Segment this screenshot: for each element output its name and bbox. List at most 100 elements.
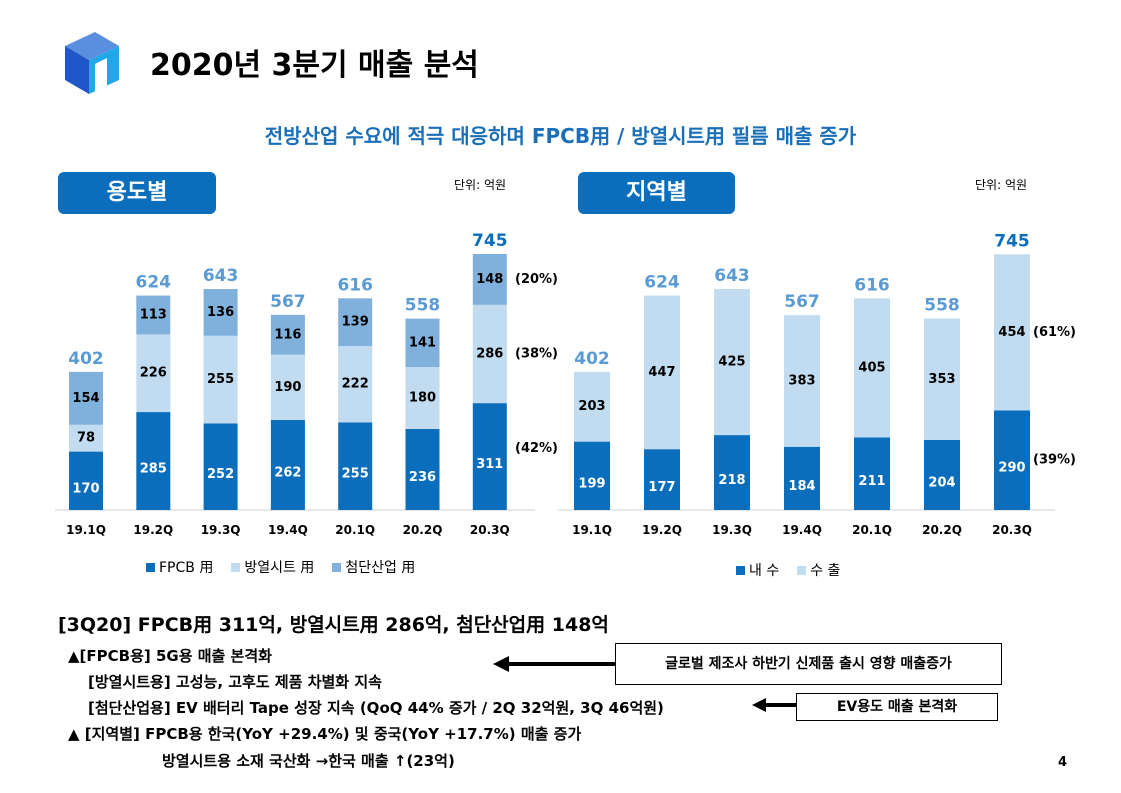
- share-label: (20%): [515, 272, 558, 287]
- bar-segment: [338, 422, 373, 510]
- x-tick-label: 19.3Q: [712, 523, 752, 537]
- bar-segment: [784, 315, 820, 447]
- bar-value-label: 262: [274, 465, 301, 480]
- x-tick-label: 20.2Q: [922, 523, 962, 537]
- bar-value-label: 139: [342, 315, 369, 330]
- x-tick-label: 19.4Q: [782, 523, 822, 537]
- bar-value-label: 211: [858, 474, 885, 489]
- bar-value-label: 170: [72, 481, 99, 496]
- bar-segment: [270, 419, 305, 510]
- bar-segment: [338, 346, 373, 423]
- summary-line-1: ▲[FPCB용] 5G용 매출 본격화: [68, 647, 272, 665]
- bar-value-label: 190: [274, 380, 301, 395]
- bar-segment: [714, 289, 750, 436]
- legend-label-domestic: 내 수: [749, 563, 780, 579]
- bar-segment: [136, 295, 171, 335]
- bar-value-label: 141: [409, 335, 436, 350]
- bar-total-label: 567: [270, 292, 306, 312]
- bar-segment: [574, 371, 610, 442]
- bar-segment: [472, 403, 507, 510]
- bar-value-label: 353: [928, 372, 955, 387]
- left-arrow-icon-2: [752, 698, 796, 712]
- bar-segment: [338, 298, 373, 347]
- share-label: (38%): [515, 346, 558, 361]
- x-tick-label: 20.1Q: [852, 523, 892, 537]
- summary-line-5: 방열시트용 소재 국산화 →한국 매출 ↑(23억): [162, 752, 455, 770]
- bar-segment: [924, 439, 960, 510]
- x-tick-label: 19.4Q: [268, 523, 308, 537]
- x-tick-label: 19.3Q: [201, 523, 241, 537]
- bar-total-label: 616: [854, 275, 890, 295]
- bar-value-label: 222: [342, 377, 369, 392]
- chart-region-unit: 단위: 억원: [975, 178, 1028, 192]
- legend-swatch-domestic: [736, 565, 745, 575]
- chart-region-title: 지역별: [578, 172, 735, 214]
- bar-segment: [472, 254, 507, 305]
- bar-total-label: 643: [714, 266, 750, 286]
- bar-value-label: 180: [409, 390, 436, 405]
- bar-segment: [644, 449, 680, 510]
- bar-value-label: 116: [274, 327, 301, 342]
- summary-line-3: [첨단산업용] EV 배터리 Tape 성장 지속 (QoQ 44% 증가 / …: [88, 699, 664, 717]
- legend-label-fpcb: FPCB 用: [159, 560, 214, 576]
- bar-value-label: 184: [788, 479, 815, 494]
- bar-segment: [270, 354, 305, 420]
- share-label: (42%): [515, 441, 558, 456]
- bar-segment: [69, 424, 103, 452]
- left-arrow-icon-1: [493, 656, 615, 672]
- legend-label-export: 수 출: [810, 563, 841, 579]
- bar-value-label: 218: [718, 473, 745, 488]
- bar-segment: [136, 412, 171, 510]
- bar-segment: [714, 435, 750, 510]
- share-label: (61%): [1033, 325, 1076, 340]
- bar-segment: [136, 334, 171, 413]
- bar-total-label: 402: [68, 349, 104, 369]
- summary-headline: [3Q20] FPCB用 311억, 방열시트用 286억, 첨단산업用 148…: [58, 614, 609, 636]
- legend-swatch-heat: [231, 562, 241, 572]
- page-number: 4: [1058, 755, 1068, 770]
- bar-total-label: 745: [472, 231, 508, 251]
- bar-segment: [405, 367, 440, 429]
- bar-value-label: 204: [928, 475, 955, 490]
- bar-value-label: 290: [998, 461, 1025, 476]
- page-subtitle: 전방산업 수요에 적극 대응하며 FPCB用 / 방열시트用 필름 매출 증가: [264, 124, 857, 148]
- bar-segment: [854, 298, 890, 438]
- legend-label-heat: 방열시트 用: [244, 560, 315, 576]
- bar-segment: [472, 304, 507, 404]
- bar-segment: [924, 318, 960, 440]
- x-tick-label: 19.1Q: [66, 523, 106, 537]
- bar-value-label: 255: [207, 372, 234, 387]
- company-logo-icon: [65, 32, 119, 94]
- page-title: 2020년 3분기 매출 분석: [150, 48, 479, 83]
- chart-usage-unit: 단위: 억원: [454, 178, 507, 192]
- bar-value-label: 78: [77, 431, 95, 446]
- x-tick-label: 20.3Q: [992, 523, 1032, 537]
- bar-value-label: 113: [140, 307, 167, 322]
- bar-segment: [784, 446, 820, 510]
- legend-usage: FPCB 用 방열시트 用 첨단산업 用: [138, 557, 425, 577]
- bar-total-label: 643: [203, 266, 239, 286]
- bar-segment: [270, 314, 305, 355]
- bar-value-label: 454: [998, 325, 1025, 340]
- bar-segment: [994, 410, 1030, 510]
- x-tick-label: 19.2Q: [133, 523, 173, 537]
- bar-total-label: 616: [337, 275, 373, 295]
- summary-line-2: [방열시트용] 고성능, 고후도 제품 차별화 지속: [88, 673, 382, 691]
- bar-value-label: 255: [342, 467, 369, 482]
- bar-total-label: 567: [784, 292, 820, 312]
- bar-value-label: 226: [140, 366, 167, 381]
- x-tick-label: 20.3Q: [470, 523, 510, 537]
- bar-segment: [854, 437, 890, 510]
- bar-segment: [203, 423, 238, 510]
- legend-swatch-advanced: [332, 562, 342, 572]
- bar-segment: [994, 254, 1030, 411]
- bar-segment: [405, 428, 440, 510]
- bar-segment: [644, 295, 680, 450]
- bar-total-label: 558: [405, 296, 441, 316]
- bar-segment: [69, 451, 103, 510]
- legend-swatch-fpcb: [146, 562, 155, 572]
- bar-value-label: 136: [207, 305, 234, 320]
- bar-segment: [69, 371, 103, 425]
- x-tick-label: 19.1Q: [572, 523, 612, 537]
